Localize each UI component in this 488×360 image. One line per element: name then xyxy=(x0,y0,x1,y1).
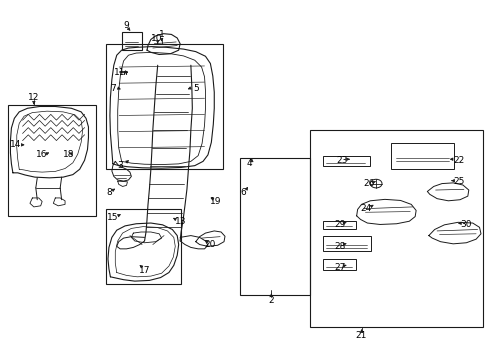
Text: 6: 6 xyxy=(240,188,246,197)
Text: 4: 4 xyxy=(246,159,252,168)
Text: 29: 29 xyxy=(333,220,345,229)
Text: 10: 10 xyxy=(151,34,162,43)
Text: 12: 12 xyxy=(28,93,40,102)
Bar xyxy=(8,105,96,216)
Bar xyxy=(239,158,310,295)
Text: 14: 14 xyxy=(10,140,21,149)
Text: 8: 8 xyxy=(106,188,112,197)
Text: 11: 11 xyxy=(114,68,125,77)
Text: 26: 26 xyxy=(363,179,374,188)
Text: 30: 30 xyxy=(460,220,471,229)
Text: 20: 20 xyxy=(204,240,216,249)
Text: 27: 27 xyxy=(333,264,345,273)
Bar xyxy=(322,259,355,270)
Bar xyxy=(390,143,453,169)
Bar xyxy=(122,32,142,50)
Bar xyxy=(322,221,355,229)
Text: 16: 16 xyxy=(36,150,48,159)
Text: 28: 28 xyxy=(333,242,345,251)
Text: 23: 23 xyxy=(336,156,347,165)
Bar xyxy=(322,236,370,251)
Bar xyxy=(105,209,181,284)
Text: 15: 15 xyxy=(107,213,119,222)
Text: 25: 25 xyxy=(452,177,464,186)
Text: 2: 2 xyxy=(268,296,274,305)
Text: 7: 7 xyxy=(110,84,116,93)
Bar xyxy=(105,44,222,169)
Text: 3: 3 xyxy=(117,161,123,170)
Text: 21: 21 xyxy=(355,332,366,341)
Bar xyxy=(310,130,483,327)
Text: 19: 19 xyxy=(209,197,221,206)
Text: 17: 17 xyxy=(139,266,150,275)
Text: 9: 9 xyxy=(123,21,129,30)
Bar xyxy=(323,156,369,166)
Text: 24: 24 xyxy=(360,204,371,213)
Text: 13: 13 xyxy=(175,217,186,226)
Text: 5: 5 xyxy=(192,84,198,93)
Text: 1: 1 xyxy=(159,30,164,39)
Text: 22: 22 xyxy=(452,156,464,165)
Text: 18: 18 xyxy=(63,150,75,159)
